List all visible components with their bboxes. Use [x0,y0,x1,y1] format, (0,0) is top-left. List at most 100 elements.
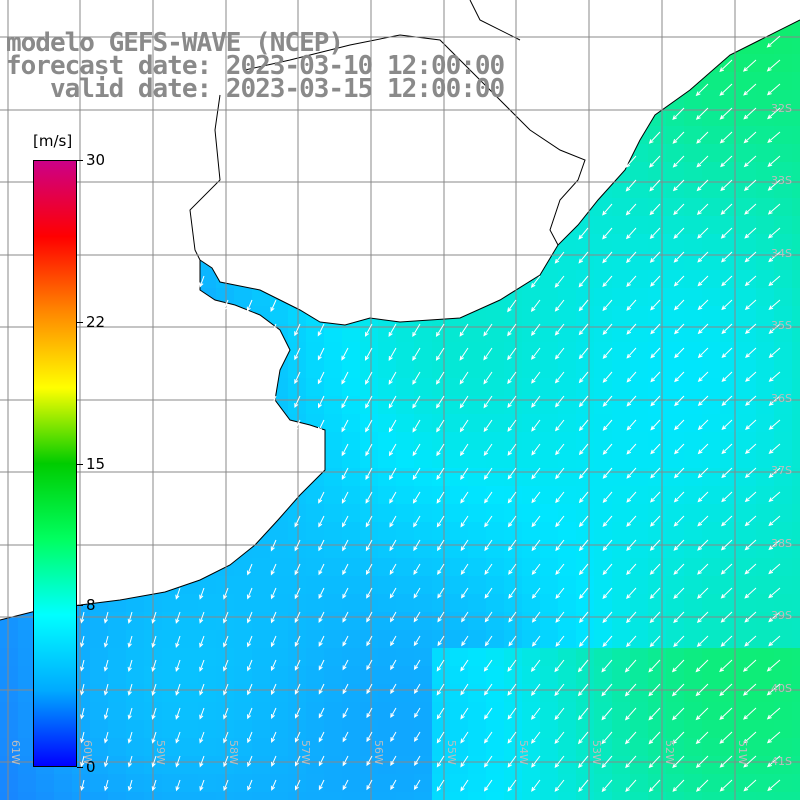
wind-cell [198,594,217,613]
wind-cell [108,792,127,800]
wind-arrow [484,491,493,504]
wind-cell [180,666,199,685]
wind-cell [612,252,631,271]
wind-cell [360,648,379,667]
wind-arrow [554,299,565,312]
wind-arrow [601,659,613,673]
wind-cell [774,54,793,73]
wind-cell [756,558,775,577]
wind-arrow [697,419,709,431]
wind-cell [414,576,433,595]
wind-cell [540,414,559,433]
wind-cell [774,360,793,379]
wind-arrow [648,755,661,769]
wind-arrow [80,707,85,720]
wind-arrow [602,275,613,288]
wind-cell [792,252,800,271]
wind-cell [720,576,739,595]
wind-cell [306,792,325,800]
wind-cell [792,684,800,703]
wind-cell [738,630,757,649]
wind-cell [774,288,793,307]
wind-arrow [390,635,397,647]
wind-arrow [199,707,205,720]
wind-arrow [103,755,109,768]
wind-arrow [649,563,661,575]
wind-cell [666,144,685,163]
wind-cell [792,576,800,595]
wind-arrow [695,755,709,769]
wind-cell [774,594,793,613]
wind-arrow [674,347,685,359]
wind-arrow [744,227,757,239]
wind-cell [630,360,649,379]
wind-arrow [625,227,637,240]
wind-arrow [294,347,301,361]
wind-cell [576,594,595,613]
wind-cell [540,270,559,289]
wind-arrow [435,323,445,337]
wind-arrow [294,323,301,337]
wind-arrow [602,227,613,240]
wind-cell [468,450,487,469]
wind-arrow [721,275,733,287]
wind-cell [486,774,505,793]
wind-arrow [341,467,349,481]
wind-arrow [554,779,565,792]
wind-cell [738,414,757,433]
wind-arrow [412,371,421,385]
wind-cell [738,648,757,667]
wind-cell [666,522,685,541]
wind-cell [720,720,739,739]
wind-cell [342,324,361,343]
wind-arrow [601,755,613,769]
wind-cell [702,450,721,469]
wind-cell [396,414,415,433]
wind-cell [666,792,685,800]
wind-cell [396,630,415,649]
wind-cell [396,648,415,667]
wind-arrow [744,635,757,647]
wind-cell [756,288,775,307]
wind-cell [792,756,800,775]
wind-arrow [460,539,469,552]
wind-cell [720,486,739,505]
wind-arrow [531,347,541,360]
wind-cell [720,702,739,721]
wind-arrow [507,731,517,744]
wind-cell [342,756,361,775]
wind-cell [720,630,739,649]
wind-cell [684,432,703,451]
wind-arrow [413,587,421,599]
wind-arrow [151,755,157,768]
wind-cell [630,774,649,793]
wind-cell [468,576,487,595]
wind-cell [756,738,775,757]
wind-cell [234,288,253,307]
wind-cell [738,504,757,523]
wind-arrow [151,707,157,720]
wind-cell [0,738,19,757]
wind-cell [540,666,559,685]
wind-cell [450,324,469,343]
wind-arrow [199,683,205,696]
wind-cell [504,756,523,775]
wind-cell [630,792,649,800]
wind-cell [684,594,703,613]
wind-arrow [696,635,709,648]
wind-arrow [223,683,229,696]
wind-cell [558,324,577,343]
wind-cell [720,288,739,307]
wind-arrow [103,611,109,624]
wind-arrow [555,563,565,575]
wind-cell [342,576,361,595]
wind-cell [162,630,181,649]
wind-arrow [624,659,637,673]
wind-arrow [768,251,781,263]
wind-cell [756,144,775,163]
wind-cell [468,504,487,523]
wind-cell [396,774,415,793]
wind-cell [576,324,595,343]
wind-cell [126,648,145,667]
wind-arrow [649,203,661,216]
